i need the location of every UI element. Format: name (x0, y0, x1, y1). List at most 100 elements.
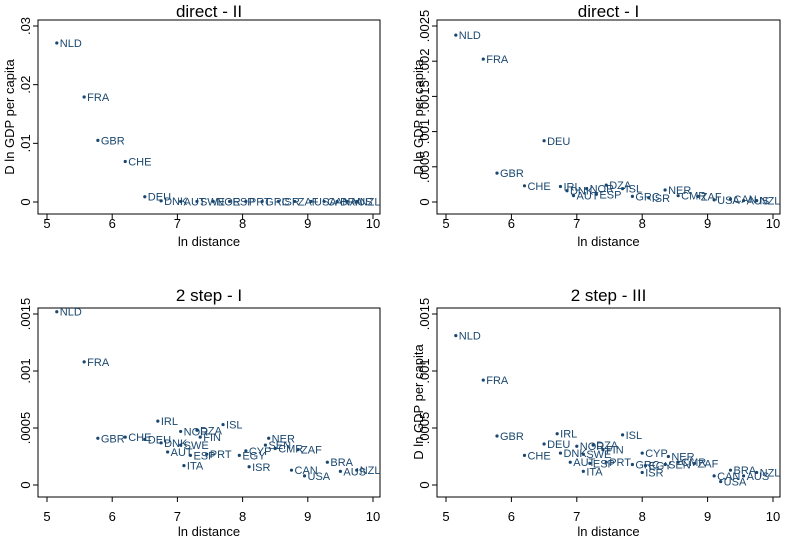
panel-3-x-tick-label: 10 (366, 509, 380, 524)
panel-2-x-tick-label: 5 (442, 216, 449, 231)
panel-3-x-tick-label: 9 (304, 509, 311, 524)
panel-1-point-deu (143, 195, 147, 199)
panel-3-point-dnk (159, 441, 163, 445)
panel-3-point-label-egy: EGY (242, 450, 266, 462)
panel-3-point-label-isl: ISL (226, 420, 243, 432)
panel-3-point-label-fin: FIN (203, 432, 221, 444)
panel-3-point-nld (55, 310, 59, 314)
panel-3-point-irl (156, 419, 160, 423)
panel-3-point-label-zaf: ZAF (301, 445, 322, 457)
panel-4-point-label-grc: GRC (635, 459, 660, 471)
panel-3-point-label-swe: SWE (184, 440, 209, 452)
panel-4-point-label-isr: ISR (645, 467, 663, 479)
panel-4-point-label-ita: ITA (586, 466, 603, 478)
panel-3-point-label-esp: ESP (193, 450, 215, 462)
panel-4-point-nzl (755, 470, 759, 475)
panel-4-point-label-can: CAN (717, 471, 740, 483)
panel-2-point-label-ner: NER (668, 185, 691, 197)
panel-3-point-che (123, 435, 127, 439)
panel-3-x-tick-label: 5 (43, 509, 50, 524)
panel-1-y-tick-label: 0 (18, 198, 33, 205)
panel-1-point-label-gbr: GBR (101, 135, 125, 147)
panel-2-point-label-isr: ISR (652, 193, 670, 205)
panel-1-point-label-nld: NLD (60, 38, 82, 50)
panel-4-x-tick-label: 9 (704, 509, 711, 524)
panel-1-y-tick-label: .01 (18, 134, 33, 152)
panel-4-point-label-dnk: DNK (563, 448, 587, 460)
panel-3-point-nor (179, 429, 183, 434)
panel-1-point-label-isr: ISR (281, 196, 299, 208)
panel-4-point-aus (741, 474, 746, 478)
panel-2-point-ner (663, 188, 667, 192)
panel-4-point-label-usa: USA (724, 477, 747, 489)
panel-2-x-axis-label: ln distance (577, 234, 639, 249)
panel-3-point-esp (188, 453, 193, 457)
panel-4-point-che (522, 453, 527, 457)
panel-4-point-label-fin: FIN (606, 445, 624, 457)
panel-1-x-tick-label: 7 (174, 216, 181, 231)
panel-4-point-label-irl: IRL (560, 429, 577, 441)
panel-3-point-zaf (296, 448, 300, 452)
panel-4-point-label-gbr: GBR (500, 431, 524, 443)
panel-1-point-nor (211, 199, 215, 204)
panel-3-point-egy (237, 453, 241, 457)
panel-2-point-grc (630, 194, 634, 198)
panel-3-point-fra (82, 360, 86, 364)
panel-3-point-isl (221, 422, 225, 427)
panel-4-point-ita (581, 469, 585, 473)
panel-1-y-axis-label: D ln GDP per capita (2, 59, 17, 175)
panel-1-point-esp (227, 199, 232, 204)
panel-2-point-label-can: CAN (733, 194, 756, 206)
panel-2-x-tick-label: 10 (766, 216, 780, 231)
panel-1-x-tick-label: 10 (366, 216, 380, 231)
panel-2-point-usa (712, 198, 716, 202)
panel-3-point-aus (338, 469, 342, 473)
panel-1-point-label-che: CHE (128, 157, 151, 169)
panel-4-point-dnk (558, 451, 563, 455)
panel-1-point-label-deu: DEU (148, 192, 171, 204)
panel-4-point-dza (591, 443, 595, 447)
panel-1-x-tick-label: 6 (109, 216, 116, 231)
panel-3-point-label-che: CHE (128, 432, 151, 444)
panel-3-point-ner (267, 436, 271, 440)
panel-4-point-esp (588, 461, 592, 465)
panel-1-point-label-zaf: ZAF (298, 196, 319, 208)
panel-2-point-deu (542, 139, 546, 143)
panel-3-point-label-ner: NER (272, 433, 295, 445)
panel-2-x-tick-label: 7 (573, 216, 580, 231)
panel-2-point-label-usa: USA (717, 195, 740, 207)
panel-3-point-label-nzl: NZL (360, 465, 381, 477)
panel-1-point-label-dnk: DNK (164, 196, 188, 208)
panel-4-frame (436, 307, 781, 498)
panel-2-point-label-isl: ISL (626, 184, 643, 196)
panel-4-point-label-nor: NOR (580, 441, 605, 453)
panel-4-point-label-aut: AUT (573, 457, 595, 469)
panel-1-point-che (123, 159, 127, 164)
panel-1-point-swe (195, 199, 199, 204)
panel-3-point-cmr (273, 446, 277, 451)
panel-4-point-label-esp: ESP (593, 458, 615, 470)
panel-3-point-prt (205, 452, 209, 456)
panel-2-point-fra (481, 57, 485, 61)
panel-1-point-label-can: CAN (327, 196, 350, 208)
panel-1-x-axis-label: ln distance (178, 234, 240, 249)
panel-3-y-tick-label: 0 (18, 481, 33, 488)
panel-2-point-nor (585, 187, 589, 191)
panel-4-point-label-zaf: ZAF (698, 458, 719, 470)
panel-4-point-sen (663, 462, 667, 467)
panel-2-point-label-dza: DZA (609, 180, 632, 192)
panel-2-title: direct - I (578, 2, 639, 21)
panel-1-x-tick-label: 5 (43, 216, 50, 231)
panel-2-point-label-zaf: ZAF (701, 191, 722, 203)
panel-4-x-tick-label: 10 (766, 509, 780, 524)
panel-1-point-can (322, 199, 326, 204)
panel-4-y-tick-label: .0015 (417, 298, 432, 331)
panel-4-point-label-prt: PRT (609, 457, 631, 469)
panel-3-point-cyp (244, 449, 248, 453)
panel-3-frame (37, 307, 381, 498)
panel-1-point-label-aus: AUS (350, 196, 373, 208)
panel-1-point-label-nzl: NZL (360, 196, 381, 208)
panel-4-point-label-sen: SEN (668, 459, 691, 471)
panel-2-point-label-fra: FRA (486, 54, 509, 66)
panel-2-frame (436, 19, 781, 215)
